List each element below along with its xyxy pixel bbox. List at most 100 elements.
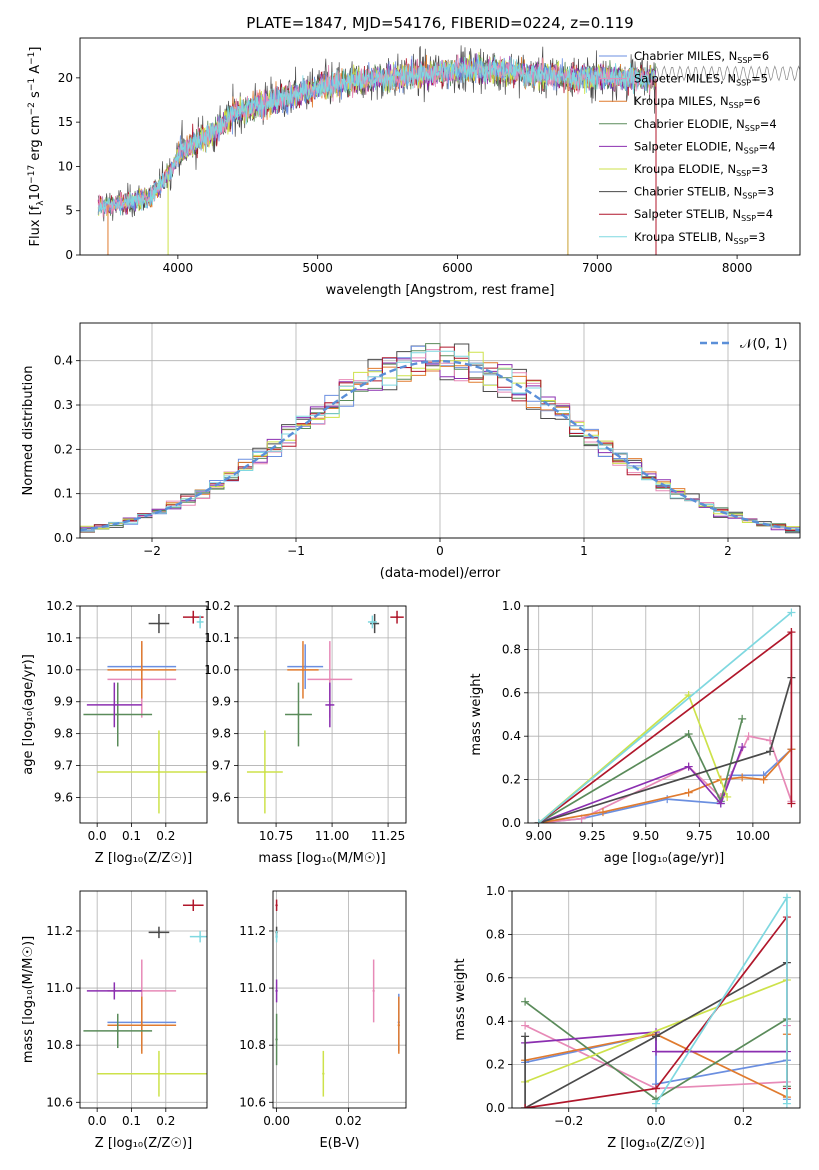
plus-marker <box>663 795 672 804</box>
legend-sub: SSP <box>729 101 744 110</box>
legend-label: Kroupa STELIB, NSSP=3 <box>634 230 765 246</box>
label-part: 10 <box>28 184 43 201</box>
series-salpeter-stelib <box>538 630 793 823</box>
label-part: −1 <box>27 52 37 65</box>
axes-frame <box>79 322 801 539</box>
legend-model: Kroupa MILES, N <box>634 94 729 108</box>
x-tick-label: 0.0 <box>88 829 107 843</box>
legend-sub: SSP <box>736 169 751 178</box>
y-tick-label: 10.2 <box>46 599 73 613</box>
plus-marker <box>738 773 747 782</box>
panel-spectrum: 4000 5000 6000 7000 8000 0 5 10 15 20 wavelength [… <box>27 37 801 298</box>
plot-area <box>246 610 404 814</box>
x-tick-label: −1 <box>287 544 305 558</box>
plus-marker <box>652 1099 660 1108</box>
series-chabrier-elodie <box>538 718 744 823</box>
label-part: λ <box>36 200 46 206</box>
spectrum-line-kroupa-stelib <box>97 56 657 216</box>
data-point <box>372 989 375 993</box>
axes-frame <box>237 605 407 824</box>
series-salpeter-elodie <box>538 746 743 823</box>
y-tick-label: 9.6 <box>54 790 73 804</box>
x-tick-label: 0.2 <box>156 1114 175 1128</box>
data-point <box>301 668 305 672</box>
data-point <box>116 1029 119 1033</box>
x-tick-label: 0.2 <box>734 1114 753 1128</box>
y-tick-label: 0.0 <box>486 1101 505 1115</box>
legend-sub: SSP <box>744 146 759 155</box>
x-tick-label: 4000 <box>163 261 194 275</box>
axes-frame <box>79 37 801 256</box>
x-tick-label: 9.75 <box>686 829 713 843</box>
x-axis-label: E(B-V) <box>319 1136 359 1151</box>
legend-nssp: =3 <box>749 230 766 244</box>
legend-model: Kroupa STELIB, N <box>634 230 734 244</box>
plus-marker <box>787 799 796 808</box>
y-tick-label: 0.4 <box>54 354 73 368</box>
panel-weight-vs-age: 9.00 9.25 9.50 9.75 10.00 0.0 0.2 0.4 0.6 0.8 1.0 a… <box>469 599 801 866</box>
legend-nssp: =6 <box>744 94 761 108</box>
x-tick-label: 11.25 <box>371 829 405 843</box>
y-tick-label: 0.8 <box>502 642 521 656</box>
y-tick-label: 10.6 <box>239 1095 266 1109</box>
legend-label: Kroupa MILES, NSSP=6 <box>634 94 760 110</box>
data-point <box>328 703 332 707</box>
plot-area <box>97 45 800 255</box>
x-tick-label: 11.00 <box>315 829 349 843</box>
label-part: −2 <box>27 102 37 115</box>
axes-frame <box>79 605 208 824</box>
x-tick-label: 2 <box>724 544 732 558</box>
legend-nssp: =4 <box>759 139 776 153</box>
x-tick-label: 9.50 <box>632 829 659 843</box>
legend-model: Chabrier ELODIE, N <box>634 117 745 131</box>
data-point <box>140 1023 143 1027</box>
legend-sub: SSP <box>741 214 756 223</box>
plot-area <box>521 893 791 1108</box>
x-tick-label: −2 <box>143 544 161 558</box>
plus-marker <box>787 608 796 617</box>
legend-sub: SSP <box>742 192 757 201</box>
data-point <box>157 931 161 934</box>
y-tick-label: 9.6 <box>212 790 231 804</box>
plus-marker <box>744 732 753 741</box>
x-tick-label: 0.0 <box>88 1114 107 1128</box>
y-tick-label: 1.0 <box>502 599 521 613</box>
legend-sub: SSP <box>737 56 752 65</box>
legend-label: Chabrier ELODIE, NSSP=4 <box>634 117 777 133</box>
x-tick-label: 0.1 <box>122 829 141 843</box>
plus-marker <box>521 997 530 1006</box>
x-axis-label: Z [log₁₀(Z/Z☉)] <box>607 1136 704 1151</box>
legend-nssp: =5 <box>751 72 768 86</box>
x-tick-label: 10.00 <box>736 829 770 843</box>
plus-marker <box>534 819 543 823</box>
plus-marker <box>684 762 693 771</box>
plus-marker <box>782 1099 791 1108</box>
axes-frame <box>272 890 407 1109</box>
x-tick-label: 1 <box>580 544 588 558</box>
histogram-kroupa-stelib <box>80 350 800 535</box>
y-tick-label: 0.0 <box>54 531 73 545</box>
y-tick-label: 0.4 <box>502 729 521 743</box>
y-tick-label: 11.0 <box>46 981 73 995</box>
data-point <box>275 1038 278 1041</box>
legend-model: Chabrier MILES, N <box>634 49 737 63</box>
x-tick-label: 0 <box>436 544 444 558</box>
plot-area <box>534 608 796 823</box>
x-tick-label: 9.25 <box>579 829 606 843</box>
series-kroupa-elodie <box>538 693 728 823</box>
x-tick-label: 0.0 <box>646 1114 665 1128</box>
legend: 𝒩(0, 1) <box>700 337 787 352</box>
y-tick-label: 10 <box>58 159 73 173</box>
data-point <box>192 904 195 907</box>
x-tick-label: 7000 <box>582 261 613 275</box>
legend-nssp: =4 <box>756 207 773 221</box>
x-axis-label: mass [log₁₀(M/M☉)] <box>258 851 385 866</box>
legend-nssp: =4 <box>760 117 777 131</box>
axes-frame <box>79 890 208 1109</box>
normal-curve <box>80 359 800 532</box>
label-part: s <box>28 91 43 102</box>
y-tick-label: 0.6 <box>486 971 505 985</box>
y-tick-label: 11.2 <box>239 924 266 938</box>
y-tick-label: 0.1 <box>54 487 73 501</box>
x-axis-label: wavelength [Angstrom, rest frame] <box>326 283 555 298</box>
